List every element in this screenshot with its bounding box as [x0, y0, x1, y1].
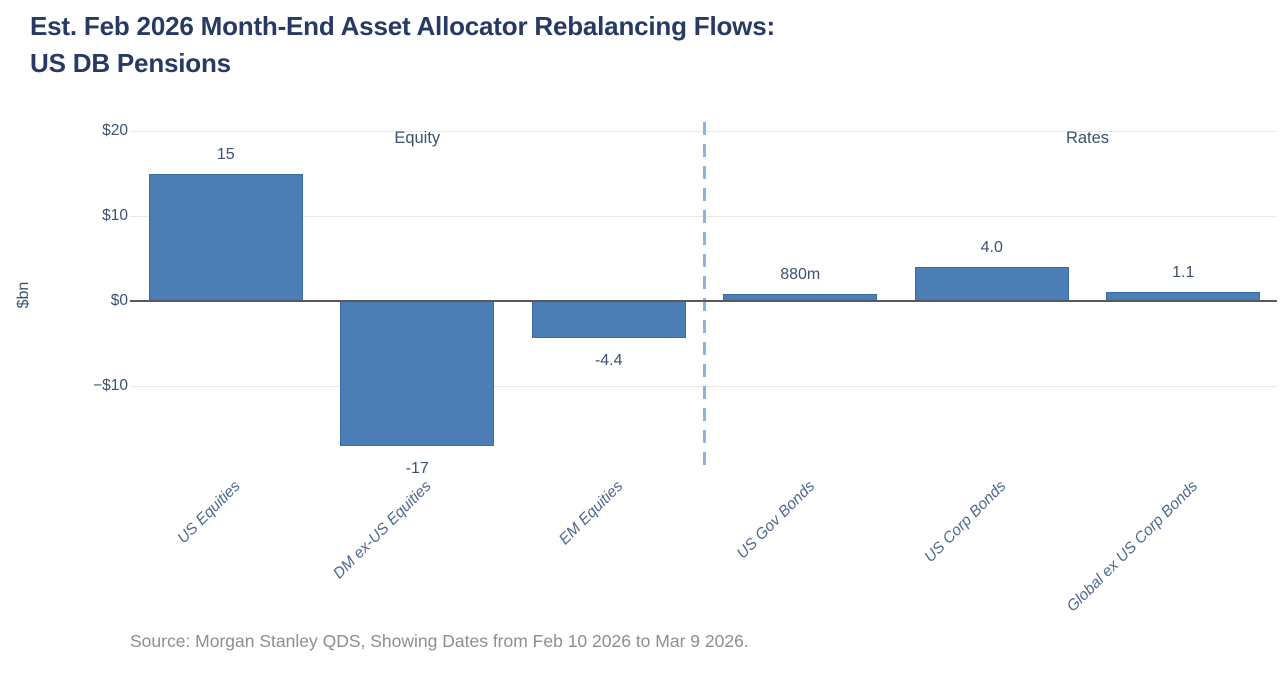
bar-value-label: 4.0	[980, 239, 1003, 256]
bar-dm-ex-us-equities	[340, 301, 495, 446]
x-category-label: Global ex US Corp Bonds	[1063, 477, 1201, 616]
x-category-label: US Gov Bonds	[733, 477, 818, 563]
chart-title-line2: US DB Pensions	[30, 48, 231, 78]
x-category-label: DM ex-US Equities	[330, 477, 435, 583]
x-category-label: EM Equities	[555, 477, 627, 549]
y-tick-label: $20	[102, 122, 128, 139]
x-category-label: US Corp Bonds	[921, 477, 1010, 566]
bar-value-label: 880m	[780, 265, 821, 283]
y-tick-label: −$10	[93, 377, 128, 394]
section-divider-line	[703, 122, 706, 468]
zero-axis-line	[130, 300, 1277, 302]
y-tick-label: $0	[110, 292, 128, 309]
section-label-equity: Equity	[394, 129, 441, 147]
bar-us-corp-bonds	[914, 267, 1069, 301]
x-category-label: US Equities	[174, 477, 244, 547]
section-label-rates: Rates	[1065, 129, 1110, 147]
chart-title-line1: Est. Feb 2026 Month-End Asset Allocator …	[30, 11, 775, 41]
chart-title: Est. Feb 2026 Month-End Asset Allocator …	[30, 8, 775, 82]
bar-value-label: -4.4	[594, 352, 623, 370]
bar-em-equities	[531, 301, 686, 339]
y-tick-label: $10	[102, 207, 128, 224]
bar-value-label: -17	[405, 459, 429, 477]
bar-us-equities	[148, 173, 303, 301]
source-note: Source: Morgan Stanley QDS, Showing Date…	[130, 631, 749, 651]
y-axis-label: $bn	[15, 281, 32, 309]
bar-value-label: 15	[216, 145, 235, 163]
bar-value-label: 1.1	[1172, 263, 1195, 281]
